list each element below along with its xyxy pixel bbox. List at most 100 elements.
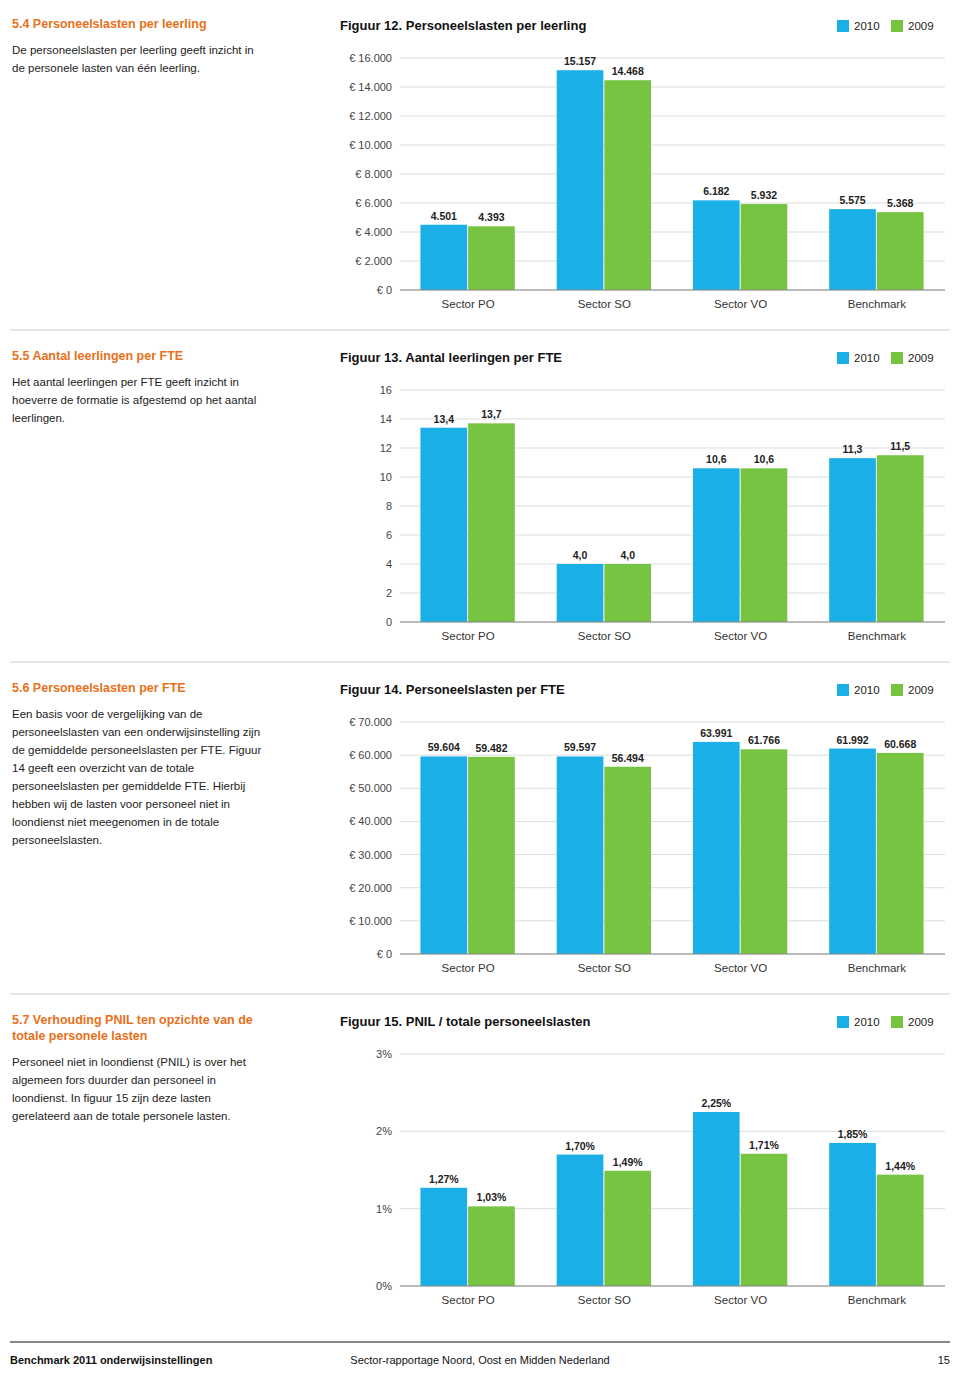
x-axis-line <box>400 622 945 623</box>
data-label: 5.368 <box>887 197 913 209</box>
text-line: Een basis voor de vergelijking van de <box>12 708 203 720</box>
y-tick-label: € 50.000 <box>349 782 392 794</box>
y-tick-label: € 4.000 <box>355 226 392 238</box>
legend-label: 2009 <box>908 20 934 32</box>
data-label: 1,85% <box>838 1128 868 1140</box>
legend-label: 2010 <box>854 1016 880 1028</box>
bar <box>829 458 876 622</box>
x-tick-label: Sector PO <box>442 1294 495 1306</box>
data-label: 1,03% <box>477 1191 507 1203</box>
data-label: 10,6 <box>706 453 727 465</box>
data-label: 5.932 <box>751 189 777 201</box>
chart-title: Figuur 15. PNIL / totale personeelslaste… <box>340 1014 590 1029</box>
y-tick-label: 14 <box>380 413 392 425</box>
bar <box>468 757 515 954</box>
y-tick-label: € 40.000 <box>349 815 392 827</box>
footer-text: Benchmark 2011 onderwijsinstellingen <box>10 1354 213 1366</box>
footer-text: Sector-rapportage Noord, Oost en Midden … <box>350 1354 609 1366</box>
legend-label: 2010 <box>854 684 880 696</box>
grid-line <box>400 87 945 88</box>
section-heading: totale personele lasten <box>12 1029 147 1043</box>
data-label: 1,27% <box>429 1173 459 1185</box>
x-tick-label: Benchmark <box>848 962 906 974</box>
x-tick-label: Sector SO <box>578 298 631 310</box>
grid-line <box>400 622 945 623</box>
bar <box>741 749 788 954</box>
bar <box>693 200 740 290</box>
section-text: Het aantal leerlingen per FTE geeft inzi… <box>12 376 256 424</box>
text-line: gerelateerd aan de totale personele last… <box>12 1110 231 1122</box>
data-label: 4.501 <box>431 210 457 222</box>
legend-swatch <box>891 352 903 364</box>
x-axis-line <box>400 290 945 291</box>
x-tick-label: Benchmark <box>848 1294 906 1306</box>
text-line: de gemiddelde personeelslasten per FTE. … <box>12 744 261 756</box>
bar <box>468 226 515 290</box>
data-label: 15.157 <box>564 55 596 67</box>
footer-line <box>10 1342 950 1343</box>
page: 5.4 Personeelslasten per leerlingDe pers… <box>0 0 960 1384</box>
y-tick-label: 3% <box>376 1048 392 1060</box>
data-label: 61.992 <box>836 734 868 746</box>
y-tick-label: € 16.000 <box>349 52 392 64</box>
section-heading: 5.6 Personeelslasten per FTE <box>12 681 186 695</box>
chart-section: 5.4 Personeelslasten per leerlingDe pers… <box>10 17 950 330</box>
y-tick-label: 6 <box>386 529 392 541</box>
legend-swatch <box>891 684 903 696</box>
chart-title: Figuur 13. Aantal leerlingen per FTE <box>340 350 562 365</box>
y-tick-label: € 30.000 <box>349 849 392 861</box>
legend-swatch <box>837 20 849 32</box>
bar <box>693 1112 740 1286</box>
data-label: 60.668 <box>884 738 916 750</box>
data-label: 56.494 <box>612 752 644 764</box>
bar <box>557 70 604 290</box>
text-line: algemeen fors duurder dan personeel in <box>12 1074 216 1086</box>
bar <box>557 564 604 622</box>
grid-line <box>400 722 945 723</box>
legend-swatch <box>837 1016 849 1028</box>
text-line: 5.6 Personeelslasten per FTE <box>12 681 186 695</box>
text-line: hoeverre de formatie is afgestemd op het… <box>12 394 256 406</box>
chart-section: 5.5 Aantal leerlingen per FTEHet aantal … <box>10 349 950 662</box>
separator <box>10 330 950 331</box>
data-label: 1,44% <box>885 1160 915 1172</box>
data-labels: 1,27%1,70%2,25%1,85%1,03%1,49%1,71%1,44% <box>429 1097 916 1203</box>
text-line: 5.7 Verhouding PNIL ten opzichte van de <box>12 1013 253 1027</box>
data-label: 61.766 <box>748 734 780 746</box>
section-text: Personeel niet in loondienst (PNIL) is o… <box>12 1056 247 1122</box>
chart-section: 5.7 Verhouding PNIL ten opzichte van de t… <box>12 1013 945 1306</box>
grid-line <box>400 954 945 955</box>
bar <box>557 756 604 954</box>
legend-label: 2009 <box>908 684 934 696</box>
bar <box>877 455 924 622</box>
bar <box>604 1171 651 1286</box>
x-tick-label: Sector VO <box>714 298 767 310</box>
footer: Benchmark 2011 onderwijsinstellingen Sect… <box>10 1342 950 1366</box>
data-label: 10,6 <box>754 453 775 465</box>
bar <box>741 1154 788 1286</box>
bars <box>420 70 923 290</box>
x-axis-line <box>400 954 945 955</box>
legend: 20102009 <box>837 1016 934 1028</box>
grid-line <box>400 116 945 117</box>
bar <box>604 80 651 290</box>
data-label: 59.482 <box>475 742 507 754</box>
x-tick-label: Benchmark <box>848 298 906 310</box>
data-label: 1,71% <box>749 1139 779 1151</box>
x-tick-label: Sector VO <box>714 962 767 974</box>
y-tick-label: € 8.000 <box>355 168 392 180</box>
data-label: 11,5 <box>890 440 910 452</box>
data-label: 59.604 <box>428 741 460 753</box>
x-tick-label: Sector SO <box>578 962 631 974</box>
y-tick-label: 0% <box>376 1280 392 1292</box>
data-label: 13,7 <box>481 408 502 420</box>
data-label: 11,3 <box>843 443 863 455</box>
legend: 20102009 <box>837 20 934 32</box>
bar <box>557 1155 604 1286</box>
data-label: 6.182 <box>703 185 729 197</box>
bar <box>604 564 651 622</box>
y-tick-label: € 20.000 <box>349 882 392 894</box>
data-labels: 4.50115.1576.1825.5754.39314.4685.9325.3… <box>431 55 914 223</box>
data-label: 5.575 <box>839 194 865 206</box>
x-tick-label: Sector PO <box>442 298 495 310</box>
